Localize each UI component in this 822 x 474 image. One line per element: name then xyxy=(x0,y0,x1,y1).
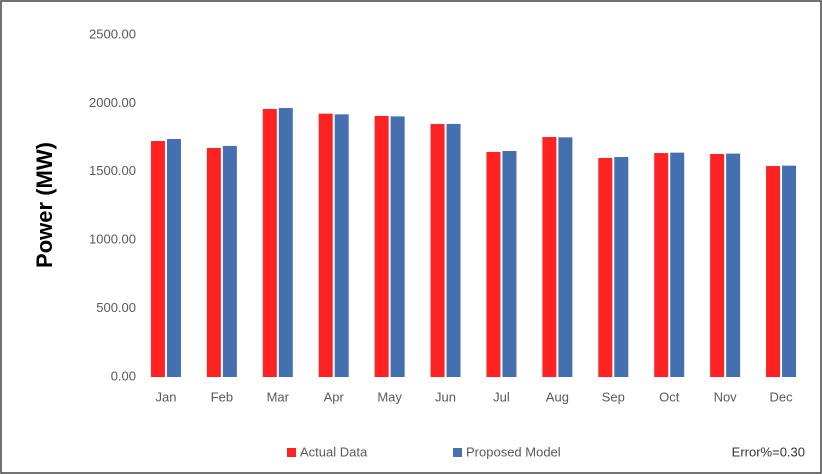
bar xyxy=(390,116,405,378)
x-tick-label: Jun xyxy=(435,389,456,404)
y-tick-label: 2500.00 xyxy=(89,26,136,41)
x-tick-label: Jan xyxy=(155,389,176,404)
y-tick-label: 2000.00 xyxy=(89,95,136,110)
legend-label: Proposed Model xyxy=(466,444,561,459)
bar xyxy=(206,147,221,377)
legend-swatch xyxy=(453,448,462,457)
bar xyxy=(542,137,557,377)
x-tick-label: Mar xyxy=(267,389,290,404)
y-tick-label: 1500.00 xyxy=(89,163,136,178)
bar xyxy=(598,157,613,377)
x-tick-label: Feb xyxy=(211,389,233,404)
y-tick-label: 1000.00 xyxy=(89,232,136,247)
x-tick-label: Nov xyxy=(714,389,738,404)
bar xyxy=(446,123,461,377)
x-tick-label: Sep xyxy=(602,389,625,404)
bar xyxy=(166,138,181,377)
x-tick-label: Jul xyxy=(493,389,510,404)
bar xyxy=(558,137,573,377)
y-tick-label: 500.00 xyxy=(96,300,136,315)
x-tick-label: Aug xyxy=(546,389,569,404)
x-tick-label: May xyxy=(377,389,402,404)
annotation: Error%=0.30 xyxy=(732,444,805,459)
bar xyxy=(654,153,669,377)
x-tick-label: Dec xyxy=(769,389,793,404)
legend-label: Actual Data xyxy=(300,444,368,459)
x-tick-label: Oct xyxy=(659,389,680,404)
bar xyxy=(710,154,725,377)
bar xyxy=(374,115,389,378)
bar xyxy=(486,151,501,377)
bar xyxy=(222,145,237,377)
bar xyxy=(150,141,165,377)
bar xyxy=(782,165,797,377)
legend-swatch xyxy=(287,448,296,457)
bar xyxy=(334,114,349,378)
bar xyxy=(726,153,741,377)
x-tick-label: Apr xyxy=(324,389,345,404)
bar xyxy=(318,113,333,377)
bar xyxy=(278,108,293,377)
bar xyxy=(502,151,517,377)
bar xyxy=(766,166,781,377)
bar xyxy=(430,124,445,378)
bar xyxy=(614,157,629,377)
y-tick-label: 0.00 xyxy=(111,368,136,383)
bar xyxy=(670,152,685,377)
bar xyxy=(262,109,277,378)
y-axis-title: Power (MW) xyxy=(32,142,57,268)
